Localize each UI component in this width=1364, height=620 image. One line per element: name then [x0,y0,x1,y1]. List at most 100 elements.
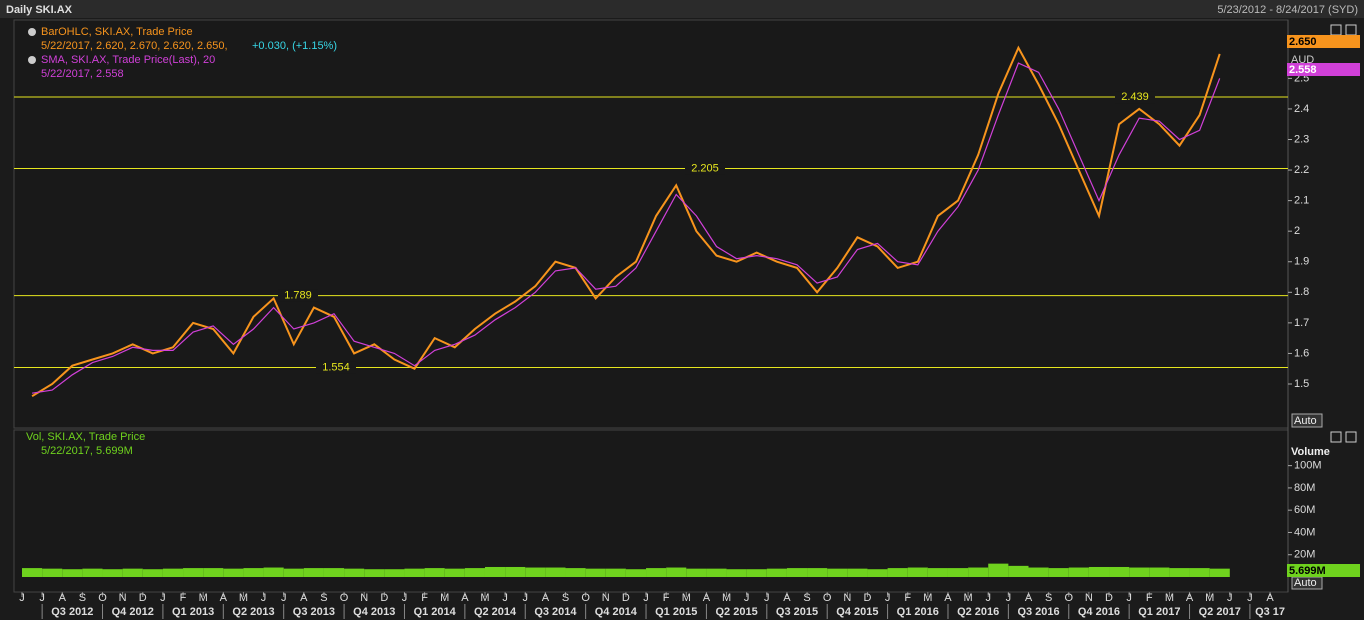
volume-bar [1209,568,1230,577]
volume-axis-title: Volume [1291,446,1330,458]
volume-bar [323,568,345,577]
x-tick-label: F [421,592,428,604]
x-tick-label: O [823,592,832,604]
volume-bar [344,568,365,577]
level-label-bg [316,361,356,374]
x-tick-label: J [39,592,45,604]
y-tick-label: 1.5 [1294,378,1309,390]
quarter-label: Q1 2016 [897,606,939,618]
auto-button[interactable] [1291,413,1323,428]
volume-bar [786,568,808,577]
y-tick-label: 2.4 [1294,103,1309,115]
volume-bar [484,566,506,577]
volume-bar [686,568,707,577]
x-tick-label: J [764,592,770,604]
x-tick-label: O [1064,592,1073,604]
y-tick-label: 20M [1294,549,1315,561]
x-tick-label: J [985,592,991,604]
x-tick-label: A [59,592,67,604]
quarter-label: Q4 2013 [353,606,395,618]
legend-icon[interactable] [28,28,36,36]
x-tick-label: N [1085,592,1093,604]
y-tick-label: 2.2 [1294,164,1309,176]
last-value-box [1287,35,1360,48]
last-value-label: 5.699M [1289,565,1326,577]
legend-entry: Vol, SKI.AX, Trade Price [26,431,145,443]
x-tick-label: N [360,592,368,604]
auto-label[interactable]: Auto [1294,577,1317,589]
x-tick-label: F [1146,592,1153,604]
title-bar [0,0,1364,18]
x-tick-label: J [281,592,287,604]
volume-bar [1149,567,1170,577]
volume-bar [464,568,485,577]
x-tick-label: A [1025,592,1033,604]
legend-values: 5/22/2017, 5.699M [41,445,133,457]
y-tick-label: 100M [1294,460,1322,472]
volume-bar [183,568,204,577]
x-tick-label: J [1227,592,1233,604]
close-button[interactable] [1345,431,1357,443]
volume-bar [646,568,667,577]
price-line [32,62,1221,394]
volume-bar [988,563,1009,577]
x-tick-label: S [562,592,569,604]
x-tick-label: S [320,592,327,604]
volume-bar [887,568,908,577]
level-label-bg [685,162,725,175]
x-tick-label: J [1126,592,1132,604]
volume-bar [102,569,123,577]
volume-bar [706,568,727,577]
y-tick-label: 60M [1294,504,1315,516]
x-tick-label: S [1045,592,1052,604]
level-label: 1.789 [284,290,312,302]
volume-bar [847,568,868,577]
volume-bar [726,569,747,577]
volume-bar [625,569,647,577]
volume-bar [1109,566,1130,577]
volume-bar [746,569,767,577]
x-tick-label: F [904,592,911,604]
volume-bar [303,568,324,577]
volume-bar [444,568,465,577]
x-tick-label: M [239,592,248,604]
x-tick-label: M [682,592,691,604]
maximize-button[interactable] [1330,431,1342,443]
quarter-label: Q4 2015 [836,606,878,618]
level-label-bg [1115,91,1155,104]
x-tick-label: J [502,592,508,604]
volume-bar [223,568,244,577]
price-panel [13,19,1289,429]
volume-bar [1048,568,1069,577]
volume-bar [1028,567,1049,577]
close-button[interactable] [1345,24,1357,36]
x-tick-label: D [380,592,388,604]
maximize-button[interactable] [1330,24,1342,36]
x-tick-label: J [1247,592,1253,604]
volume-bar [142,569,163,577]
level-label: 2.439 [1121,91,1149,103]
last-value-label: 2.558 [1289,64,1317,76]
x-tick-label: A [703,592,711,604]
auto-label[interactable]: Auto [1294,415,1317,427]
legend-icon[interactable] [28,56,36,64]
quarter-label: Q2 2016 [957,606,999,618]
x-tick-label: O [98,592,107,604]
volume-bar [364,569,385,577]
y-tick-label: 40M [1294,526,1315,538]
quarter-label: Q3 17 [1255,606,1285,618]
y-tick-label: 2.3 [1294,133,1309,145]
x-tick-label: J [885,592,891,604]
y-tick-label: 80M [1294,482,1315,494]
x-tick-label: A [300,592,308,604]
quarter-label: Q4 2012 [112,606,154,618]
quarter-label: Q1 2015 [655,606,697,618]
volume-bar [927,568,948,577]
volume-bar [585,568,606,577]
x-tick-label: M [964,592,973,604]
x-tick-label: A [783,592,791,604]
x-tick-label: M [199,592,208,604]
volume-bar [82,568,103,577]
last-value-box [1287,63,1360,76]
